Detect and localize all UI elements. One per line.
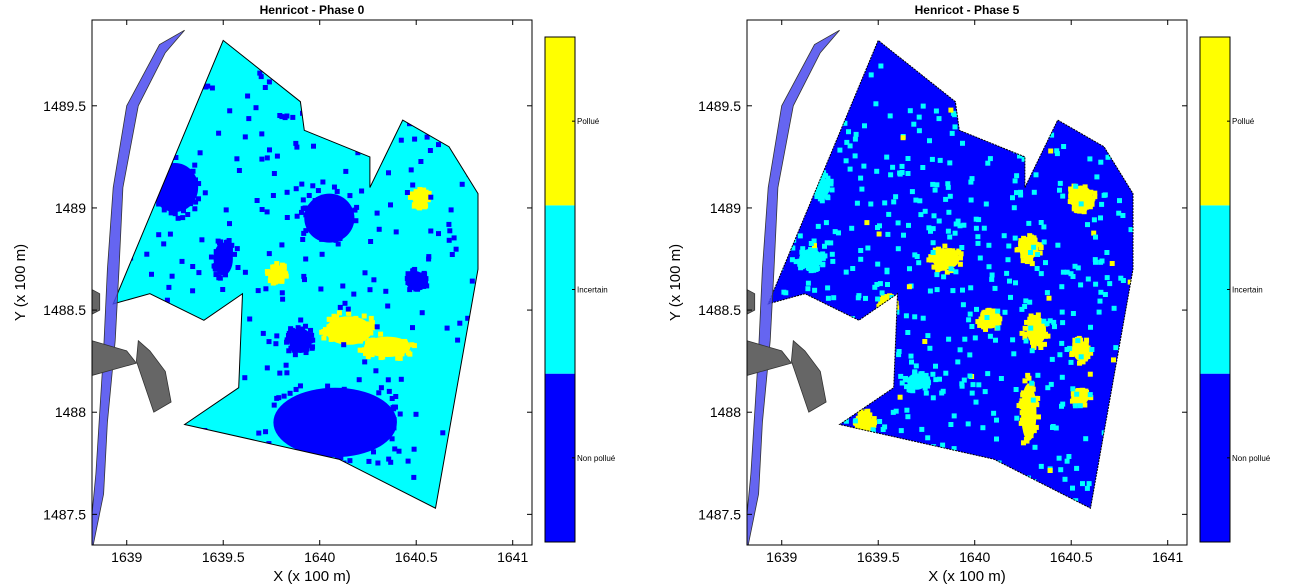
colorbar-label: Pollué [1232, 117, 1255, 126]
y-tick-label: 1489 [55, 200, 86, 216]
x-axis-label: X (x 100 m) [273, 568, 351, 585]
colorbar: Non pollué Incertain Pollué [1199, 36, 1271, 543]
x-tick-label: 1641 [497, 549, 528, 565]
building-0 [747, 289, 756, 315]
colorbar: Non pollué Incertain Pollué [544, 36, 616, 543]
x-tick-label: 1641 [1152, 549, 1183, 565]
building-1 [92, 340, 138, 376]
colorbar-segment [545, 373, 575, 542]
colorbar-segment [1200, 205, 1230, 374]
y-axis-label: Y (x 100 m) [667, 244, 684, 321]
y-tick-label: 1488.5 [43, 302, 86, 318]
axes-box [746, 19, 1188, 546]
colorbar-label: Incertain [1232, 286, 1263, 295]
building-0 [92, 289, 101, 315]
canal-shape [747, 29, 840, 545]
x-tick-label: 1639 [766, 549, 797, 565]
colorbar-label: Incertain [577, 286, 608, 295]
zone-8 [325, 316, 372, 345]
zone-4 [273, 387, 397, 458]
building-2 [790, 339, 827, 413]
site-boundary [767, 39, 1134, 509]
y-tick-label: 1488 [55, 404, 86, 420]
y-tick-label: 1489.5 [43, 98, 86, 114]
y-tick-label: 1487.5 [698, 506, 741, 522]
axes-box [91, 19, 533, 546]
heatmap-chart: 1639 1639.5 1640 1640.5 1641 1487.5 1488 1488.5… [12, 3, 616, 585]
x-tick-label: 1640 [304, 549, 335, 565]
x-tick-label: 1640 [959, 549, 990, 565]
x-axis-label: X (x 100 m) [928, 568, 1006, 585]
zone-2 [932, 248, 960, 270]
zone-2 [304, 193, 355, 243]
colorbar-label: Pollué [577, 117, 600, 126]
colorbar-label: Non pollué [577, 454, 616, 463]
colorbar-segment [1200, 373, 1230, 542]
site-area [768, 40, 1133, 509]
colorbar-segment [545, 205, 575, 374]
x-tick-label: 1640.5 [395, 549, 438, 565]
site-boundary [112, 39, 479, 509]
heatmap-chart: 1639 1639.5 1640 1640.5 1641 1487.5 1488 1488.5… [667, 3, 1271, 585]
y-tick-label: 1488 [710, 404, 741, 420]
x-tick-label: 1639.5 [202, 549, 245, 565]
y-tick-label: 1488.5 [698, 302, 741, 318]
y-tick-label: 1487.5 [43, 506, 86, 522]
chart-panel-phase-5: 1639 1639.5 1640 1640.5 1641 1487.5 1488 1488.5… [655, 0, 1310, 585]
building-2 [135, 339, 172, 413]
building-1 [747, 340, 793, 376]
chart-title: Henricot - Phase 0 [260, 3, 365, 17]
x-tick-label: 1639.5 [857, 549, 900, 565]
colorbar-segment [1200, 37, 1230, 206]
zone-0 [1069, 185, 1093, 210]
canal-shape [92, 29, 185, 545]
x-tick-label: 1639 [111, 549, 142, 565]
chart-title: Henricot - Phase 5 [915, 3, 1020, 17]
y-axis-label: Y (x 100 m) [12, 244, 29, 321]
y-tick-label: 1489.5 [698, 98, 741, 114]
colorbar-label: Non pollué [1232, 454, 1271, 463]
y-tick-label: 1489 [710, 200, 741, 216]
colorbar-segment [545, 37, 575, 206]
zone-9 [364, 336, 411, 358]
chart-panel-phase-0: 1639 1639.5 1640 1640.5 1641 1487.5 1488 1488.5… [12, 3, 616, 585]
x-tick-label: 1640.5 [1050, 549, 1093, 565]
